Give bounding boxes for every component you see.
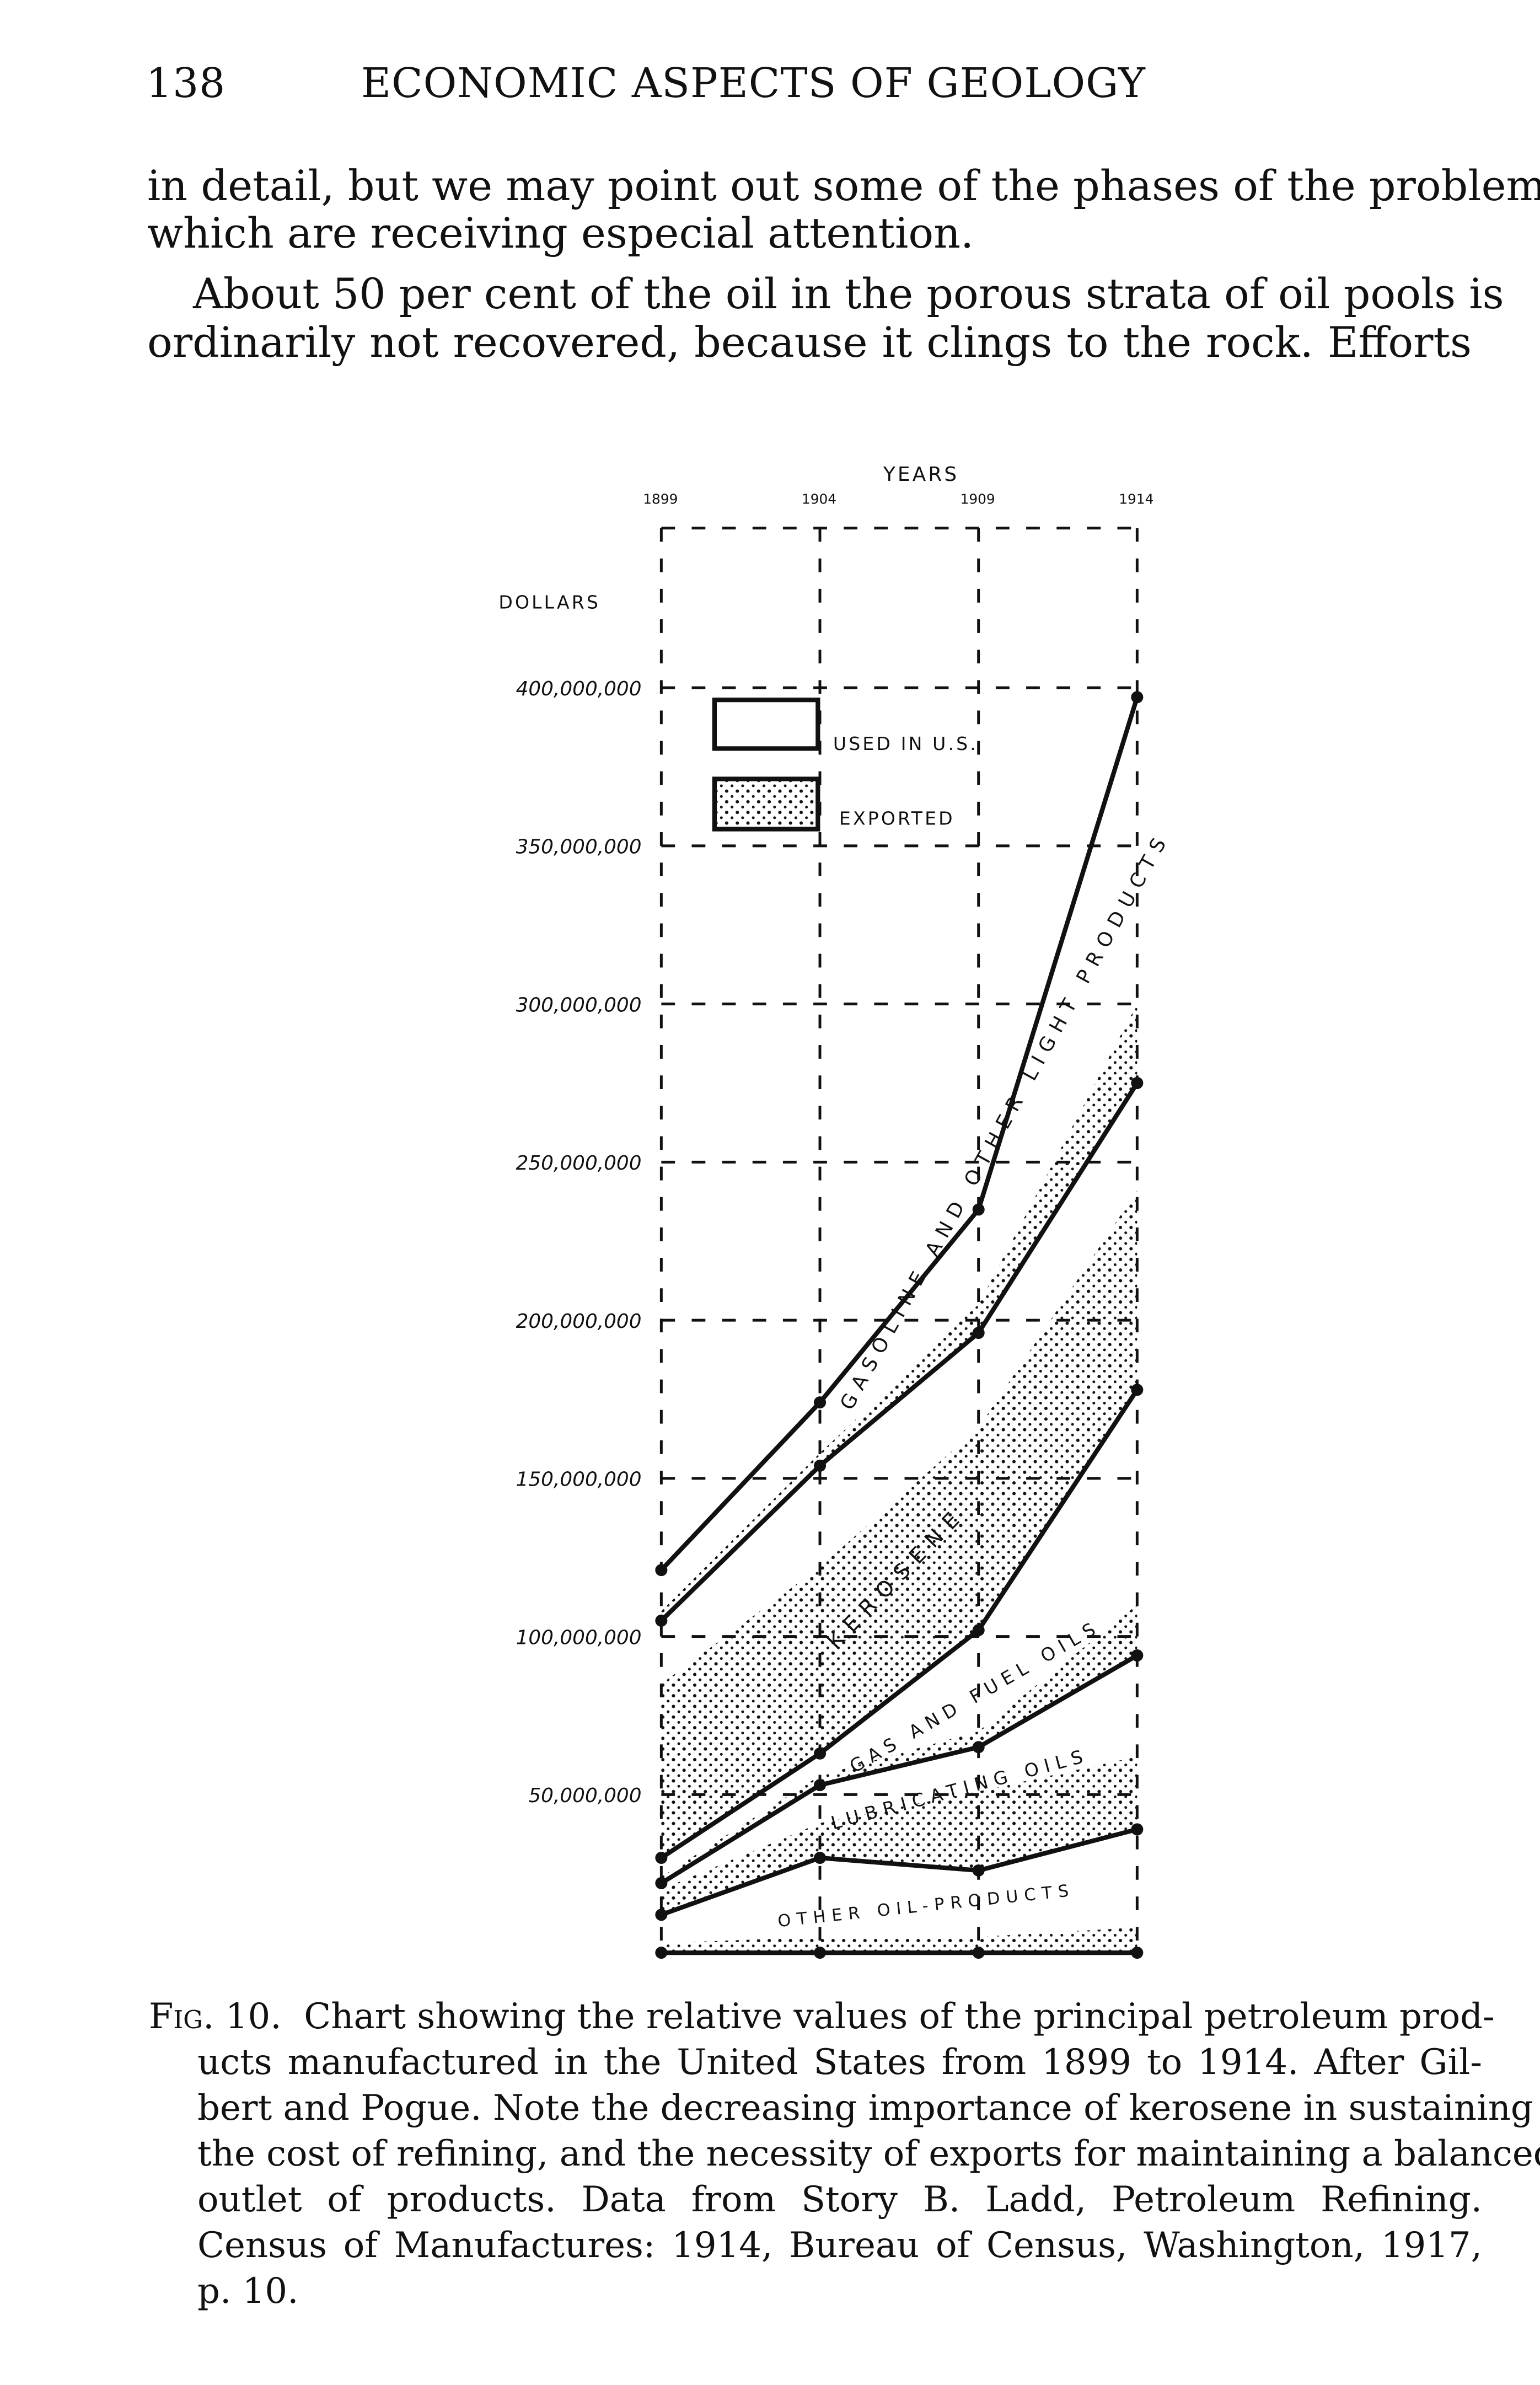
exported-area <box>661 1927 1137 1953</box>
data-point <box>813 1396 827 1409</box>
x-tick-label: 1904 <box>802 491 836 507</box>
series-boundary-line <box>660 1827 1138 1917</box>
data-point <box>655 1877 668 1889</box>
data-point <box>655 1852 668 1864</box>
legend-used-label: USED IN U.S. <box>833 733 978 754</box>
data-point <box>972 1203 985 1216</box>
x-tick-label: 1914 <box>1119 491 1153 507</box>
legend-used-swatch <box>712 698 820 751</box>
data-point <box>655 1564 668 1577</box>
y-tick-label: 300,000,000 <box>516 994 642 1016</box>
y-axis-title: DOLLARS <box>498 592 600 613</box>
y-tick-label: 350,000,000 <box>516 836 642 859</box>
figure-caption-line: bert and Pogue. Note the decreasing impo… <box>197 2088 1533 2129</box>
running-title: ECONOMIC ASPECTS OF GEOLOGY <box>361 60 1146 107</box>
data-point <box>972 1624 985 1637</box>
series-boundary-line <box>659 696 1140 1572</box>
figure-caption-line: the cost of refining, and the necessity … <box>197 2134 1540 2174</box>
data-point <box>655 1614 668 1627</box>
data-point <box>813 1947 827 1959</box>
figure-label: Fig. 10. <box>149 1996 282 2037</box>
exported-area <box>661 1756 1137 1915</box>
body-text-line: ordinarily not recovered, because it cli… <box>147 318 1472 367</box>
caption-text: Chart showing the relative values of the… <box>304 1996 1495 2037</box>
figure-caption-line: outlet of products. Data from Story B. L… <box>197 2179 1482 2220</box>
exported-area <box>661 1190 1137 1858</box>
data-point <box>1131 1823 1144 1836</box>
data-point <box>972 1327 985 1339</box>
series-lines <box>655 691 1144 1959</box>
page-number: 138 <box>146 60 226 107</box>
body-text-line: which are receiving especial attention. <box>147 208 974 258</box>
y-tick-label: 400,000,000 <box>516 678 642 700</box>
data-point <box>1131 1076 1144 1090</box>
x-tick-label: 1899 <box>643 491 678 507</box>
data-point <box>813 1852 827 1864</box>
data-point <box>1131 1384 1144 1396</box>
y-tick-label: 150,000,000 <box>516 1468 642 1491</box>
series-boundary-line <box>659 1081 1139 1622</box>
x-axis-title: YEARS <box>883 463 959 486</box>
y-tick-label: 50,000,000 <box>528 1784 641 1807</box>
body-text-line: About 50 per cent of the oil in the poro… <box>193 269 1504 318</box>
series-boundary-line <box>660 1653 1139 1885</box>
figure-caption-line: Census of Manufactures: 1914, Bureau of … <box>197 2225 1482 2266</box>
data-point <box>972 1741 985 1754</box>
y-tick-label: 200,000,000 <box>516 1310 642 1333</box>
data-point <box>972 1864 985 1877</box>
y-tick-label: 250,000,000 <box>516 1152 642 1175</box>
series-boundary-line <box>660 1388 1139 1860</box>
data-point <box>972 1947 985 1959</box>
band-label-other: OTHER OIL-PRODUCTS <box>777 1881 1076 1931</box>
y-tick-label: 100,000,000 <box>516 1626 642 1649</box>
bands <box>661 1004 1137 1953</box>
legend-exported-label: EXPORTED <box>839 807 955 829</box>
data-point <box>655 1909 668 1921</box>
figure-caption-line: Fig. 10. Chart showing the relative valu… <box>149 1996 1495 2037</box>
data-point <box>1131 1947 1144 1959</box>
data-point <box>655 1947 668 1959</box>
legend-exported-swatch <box>712 776 820 832</box>
data-point <box>813 1747 827 1760</box>
data-point <box>813 1459 827 1472</box>
figure-caption-line: p. 10. <box>197 2271 299 2312</box>
data-point <box>813 1779 827 1792</box>
body-text-line: in detail, but we may point out some of … <box>147 161 1540 210</box>
data-point <box>1131 691 1144 704</box>
x-tick-label: 1909 <box>961 491 995 507</box>
data-point <box>1131 1649 1144 1662</box>
figure-caption-line: ucts manufactured in the United States f… <box>197 2042 1482 2083</box>
